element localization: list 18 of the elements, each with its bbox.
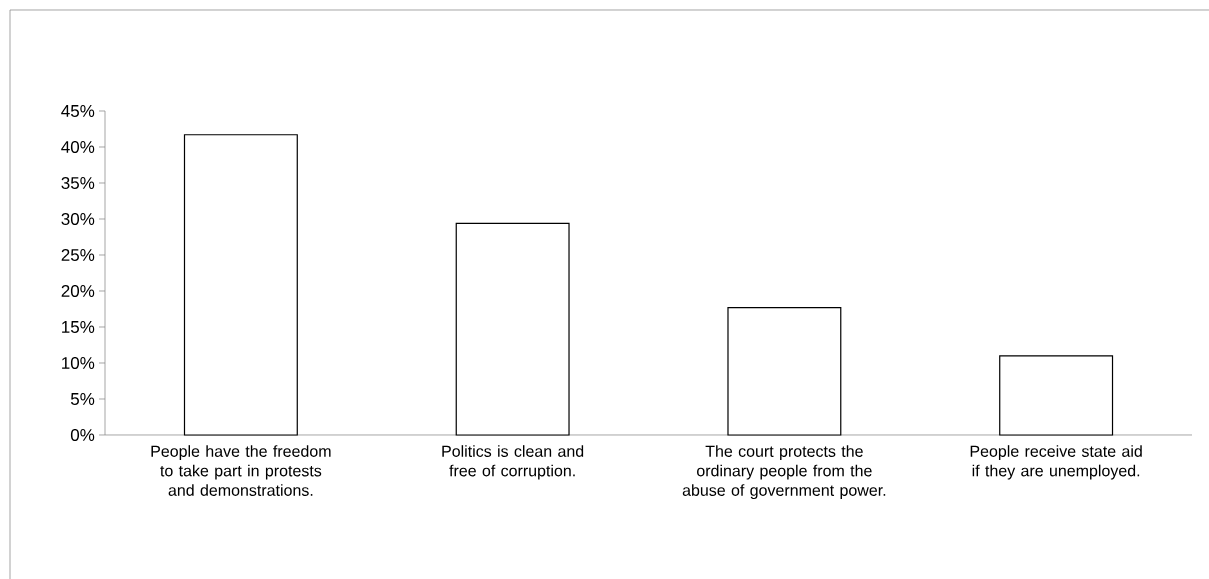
y-tick-label: 40% (61, 140, 95, 154)
y-tick-label: 5% (70, 393, 95, 405)
y-tick-label: 20% (61, 284, 95, 298)
y-tick-label: 0% (70, 428, 95, 442)
y-tick-label: 15% (62, 321, 95, 333)
bar (455, 222, 570, 436)
y-tick-label: 30% (61, 212, 95, 226)
y-tick-label: 35% (61, 176, 95, 190)
x-tick-label: People receive state aid if they are unemployed. (970, 445, 1142, 480)
y-tick-label: 25% (61, 248, 95, 262)
bar (727, 306, 842, 436)
x-tick-label: The court protects the ordinary people from the abuse of government power. (682, 445, 886, 500)
bar (999, 355, 1114, 436)
x-tick-label: People have the freedom to take part in protests and demonstrations. (151, 445, 331, 496)
bar (183, 134, 298, 436)
y-tick-label: 10% (62, 356, 95, 370)
x-tick-label: Politics is clean and free of corruption. (442, 445, 584, 480)
y-tick-label: 45% (61, 105, 95, 117)
